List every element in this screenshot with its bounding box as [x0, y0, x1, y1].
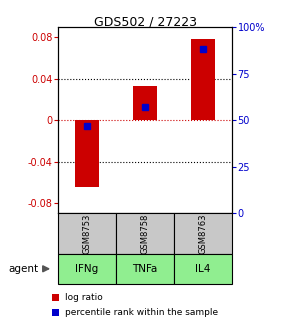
- Bar: [133, 86, 157, 120]
- Text: GDS502 / 27223: GDS502 / 27223: [93, 15, 197, 28]
- Text: GSM8763: GSM8763: [198, 213, 208, 254]
- Bar: [191, 39, 215, 120]
- Text: GSM8758: GSM8758: [140, 213, 150, 254]
- Text: IFNg: IFNg: [75, 264, 99, 274]
- Text: agent: agent: [9, 264, 39, 274]
- Text: GSM8753: GSM8753: [82, 213, 92, 254]
- Text: percentile rank within the sample: percentile rank within the sample: [65, 308, 218, 317]
- Text: log ratio: log ratio: [65, 293, 103, 302]
- Text: TNFa: TNFa: [132, 264, 158, 274]
- Bar: [75, 120, 99, 187]
- Text: IL4: IL4: [195, 264, 211, 274]
